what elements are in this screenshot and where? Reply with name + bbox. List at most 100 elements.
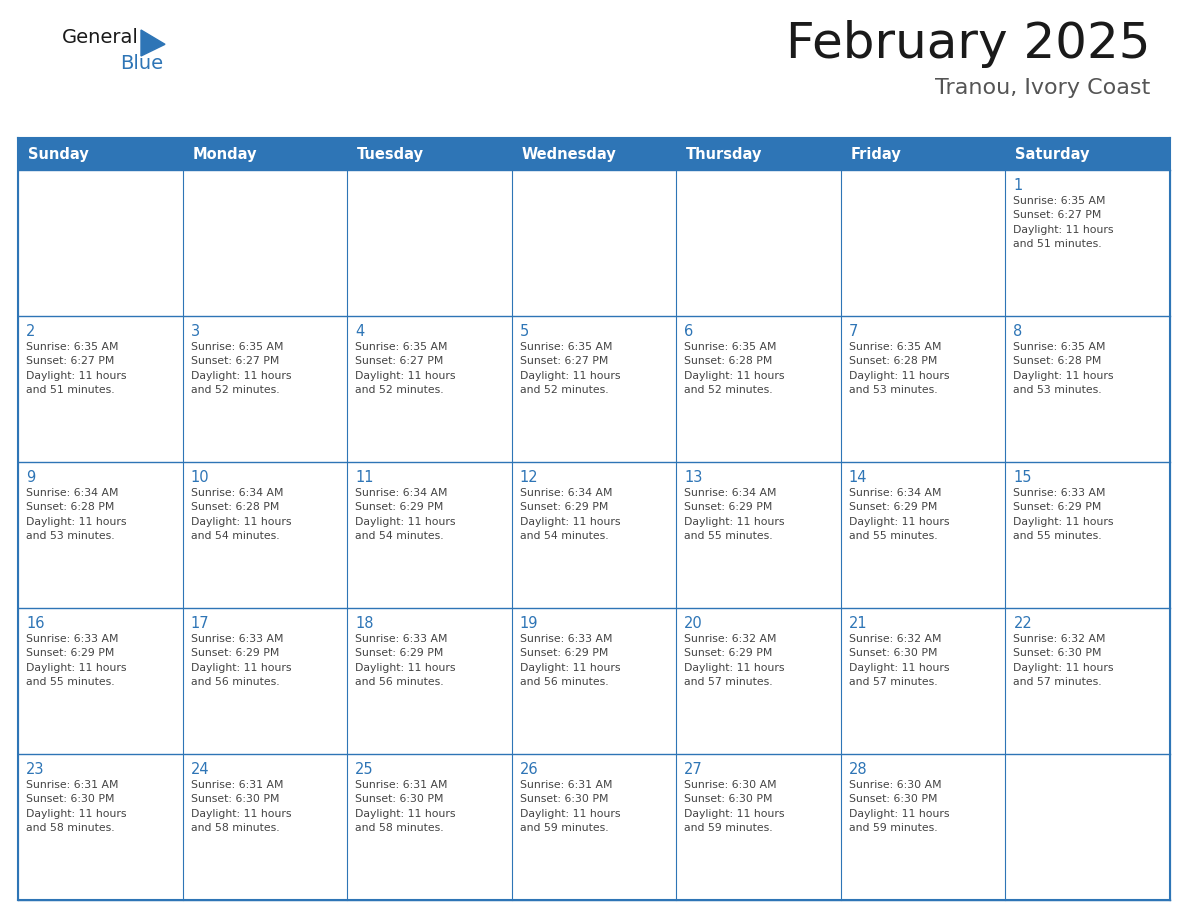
Text: 18: 18 bbox=[355, 616, 374, 631]
Text: Sunrise: 6:34 AM
Sunset: 6:29 PM
Daylight: 11 hours
and 54 minutes.: Sunrise: 6:34 AM Sunset: 6:29 PM Dayligh… bbox=[355, 488, 456, 542]
Text: Sunrise: 6:35 AM
Sunset: 6:28 PM
Daylight: 11 hours
and 52 minutes.: Sunrise: 6:35 AM Sunset: 6:28 PM Dayligh… bbox=[684, 342, 785, 396]
Text: Sunrise: 6:32 AM
Sunset: 6:30 PM
Daylight: 11 hours
and 57 minutes.: Sunrise: 6:32 AM Sunset: 6:30 PM Dayligh… bbox=[1013, 634, 1114, 688]
Bar bbox=[841, 170, 1005, 316]
Text: 23: 23 bbox=[26, 762, 44, 777]
Text: 8: 8 bbox=[1013, 324, 1023, 339]
Text: 10: 10 bbox=[190, 470, 209, 485]
Text: Sunrise: 6:31 AM
Sunset: 6:30 PM
Daylight: 11 hours
and 58 minutes.: Sunrise: 6:31 AM Sunset: 6:30 PM Dayligh… bbox=[355, 780, 456, 834]
Text: Sunrise: 6:35 AM
Sunset: 6:27 PM
Daylight: 11 hours
and 52 minutes.: Sunrise: 6:35 AM Sunset: 6:27 PM Dayligh… bbox=[190, 342, 291, 396]
Text: Sunrise: 6:30 AM
Sunset: 6:30 PM
Daylight: 11 hours
and 59 minutes.: Sunrise: 6:30 AM Sunset: 6:30 PM Dayligh… bbox=[684, 780, 785, 834]
Bar bbox=[676, 608, 841, 754]
Bar bbox=[18, 170, 183, 316]
Text: 19: 19 bbox=[519, 616, 538, 631]
Bar bbox=[512, 316, 676, 462]
Text: Sunrise: 6:33 AM
Sunset: 6:29 PM
Daylight: 11 hours
and 56 minutes.: Sunrise: 6:33 AM Sunset: 6:29 PM Dayligh… bbox=[190, 634, 291, 688]
Bar bbox=[347, 754, 512, 900]
Text: Monday: Monday bbox=[192, 147, 257, 162]
Bar bbox=[18, 316, 183, 462]
Bar bbox=[1005, 754, 1170, 900]
Text: Sunrise: 6:34 AM
Sunset: 6:29 PM
Daylight: 11 hours
and 55 minutes.: Sunrise: 6:34 AM Sunset: 6:29 PM Dayligh… bbox=[849, 488, 949, 542]
Bar bbox=[841, 316, 1005, 462]
Text: Sunrise: 6:33 AM
Sunset: 6:29 PM
Daylight: 11 hours
and 55 minutes.: Sunrise: 6:33 AM Sunset: 6:29 PM Dayligh… bbox=[26, 634, 126, 688]
Text: Sunrise: 6:34 AM
Sunset: 6:29 PM
Daylight: 11 hours
and 54 minutes.: Sunrise: 6:34 AM Sunset: 6:29 PM Dayligh… bbox=[519, 488, 620, 542]
Text: 26: 26 bbox=[519, 762, 538, 777]
Bar bbox=[676, 462, 841, 608]
Text: February 2025: February 2025 bbox=[785, 20, 1150, 68]
Bar bbox=[347, 316, 512, 462]
Bar bbox=[347, 608, 512, 754]
Text: 27: 27 bbox=[684, 762, 703, 777]
Bar bbox=[347, 462, 512, 608]
Bar bbox=[1005, 170, 1170, 316]
Text: Sunday: Sunday bbox=[29, 147, 89, 162]
Text: 25: 25 bbox=[355, 762, 374, 777]
Bar bbox=[841, 754, 1005, 900]
Text: 13: 13 bbox=[684, 470, 702, 485]
Text: Sunrise: 6:35 AM
Sunset: 6:27 PM
Daylight: 11 hours
and 51 minutes.: Sunrise: 6:35 AM Sunset: 6:27 PM Dayligh… bbox=[1013, 196, 1114, 249]
Text: Sunrise: 6:31 AM
Sunset: 6:30 PM
Daylight: 11 hours
and 59 minutes.: Sunrise: 6:31 AM Sunset: 6:30 PM Dayligh… bbox=[519, 780, 620, 834]
Bar bbox=[1005, 608, 1170, 754]
Bar bbox=[183, 462, 347, 608]
Bar bbox=[512, 170, 676, 316]
Bar bbox=[347, 138, 512, 170]
Bar bbox=[18, 754, 183, 900]
Text: Saturday: Saturday bbox=[1016, 147, 1089, 162]
Bar bbox=[676, 170, 841, 316]
Text: Sunrise: 6:35 AM
Sunset: 6:28 PM
Daylight: 11 hours
and 53 minutes.: Sunrise: 6:35 AM Sunset: 6:28 PM Dayligh… bbox=[849, 342, 949, 396]
Text: Sunrise: 6:35 AM
Sunset: 6:27 PM
Daylight: 11 hours
and 52 minutes.: Sunrise: 6:35 AM Sunset: 6:27 PM Dayligh… bbox=[355, 342, 456, 396]
Bar bbox=[18, 462, 183, 608]
Text: 24: 24 bbox=[190, 762, 209, 777]
Polygon shape bbox=[141, 30, 165, 56]
Text: 20: 20 bbox=[684, 616, 703, 631]
Text: Blue: Blue bbox=[120, 54, 163, 73]
Text: Friday: Friday bbox=[851, 147, 902, 162]
Text: Sunrise: 6:34 AM
Sunset: 6:29 PM
Daylight: 11 hours
and 55 minutes.: Sunrise: 6:34 AM Sunset: 6:29 PM Dayligh… bbox=[684, 488, 785, 542]
Bar bbox=[183, 316, 347, 462]
Bar bbox=[18, 608, 183, 754]
Text: 6: 6 bbox=[684, 324, 694, 339]
Text: 11: 11 bbox=[355, 470, 374, 485]
Text: 9: 9 bbox=[26, 470, 36, 485]
Bar bbox=[18, 138, 183, 170]
Text: Tranou, Ivory Coast: Tranou, Ivory Coast bbox=[935, 78, 1150, 98]
Bar bbox=[512, 608, 676, 754]
Text: Tuesday: Tuesday bbox=[358, 147, 424, 162]
Bar bbox=[1005, 316, 1170, 462]
Text: Wednesday: Wednesday bbox=[522, 147, 617, 162]
Text: Sunrise: 6:35 AM
Sunset: 6:28 PM
Daylight: 11 hours
and 53 minutes.: Sunrise: 6:35 AM Sunset: 6:28 PM Dayligh… bbox=[1013, 342, 1114, 396]
Text: Sunrise: 6:35 AM
Sunset: 6:27 PM
Daylight: 11 hours
and 52 minutes.: Sunrise: 6:35 AM Sunset: 6:27 PM Dayligh… bbox=[519, 342, 620, 396]
Text: Sunrise: 6:33 AM
Sunset: 6:29 PM
Daylight: 11 hours
and 56 minutes.: Sunrise: 6:33 AM Sunset: 6:29 PM Dayligh… bbox=[519, 634, 620, 688]
Bar bbox=[512, 754, 676, 900]
Bar bbox=[512, 138, 676, 170]
Text: Sunrise: 6:33 AM
Sunset: 6:29 PM
Daylight: 11 hours
and 56 minutes.: Sunrise: 6:33 AM Sunset: 6:29 PM Dayligh… bbox=[355, 634, 456, 688]
Bar bbox=[676, 138, 841, 170]
Text: Sunrise: 6:34 AM
Sunset: 6:28 PM
Daylight: 11 hours
and 53 minutes.: Sunrise: 6:34 AM Sunset: 6:28 PM Dayligh… bbox=[26, 488, 126, 542]
Text: 3: 3 bbox=[190, 324, 200, 339]
Bar bbox=[676, 754, 841, 900]
Text: 12: 12 bbox=[519, 470, 538, 485]
Bar bbox=[183, 170, 347, 316]
Text: Sunrise: 6:32 AM
Sunset: 6:30 PM
Daylight: 11 hours
and 57 minutes.: Sunrise: 6:32 AM Sunset: 6:30 PM Dayligh… bbox=[849, 634, 949, 688]
Bar bbox=[183, 754, 347, 900]
Bar bbox=[841, 608, 1005, 754]
Bar bbox=[183, 138, 347, 170]
Text: 22: 22 bbox=[1013, 616, 1032, 631]
Bar bbox=[841, 138, 1005, 170]
Text: Sunrise: 6:31 AM
Sunset: 6:30 PM
Daylight: 11 hours
and 58 minutes.: Sunrise: 6:31 AM Sunset: 6:30 PM Dayligh… bbox=[26, 780, 126, 834]
Text: Sunrise: 6:34 AM
Sunset: 6:28 PM
Daylight: 11 hours
and 54 minutes.: Sunrise: 6:34 AM Sunset: 6:28 PM Dayligh… bbox=[190, 488, 291, 542]
Text: 4: 4 bbox=[355, 324, 365, 339]
Bar bbox=[841, 462, 1005, 608]
Text: 2: 2 bbox=[26, 324, 36, 339]
Text: 17: 17 bbox=[190, 616, 209, 631]
Bar bbox=[512, 462, 676, 608]
Text: Sunrise: 6:30 AM
Sunset: 6:30 PM
Daylight: 11 hours
and 59 minutes.: Sunrise: 6:30 AM Sunset: 6:30 PM Dayligh… bbox=[849, 780, 949, 834]
Text: Sunrise: 6:32 AM
Sunset: 6:29 PM
Daylight: 11 hours
and 57 minutes.: Sunrise: 6:32 AM Sunset: 6:29 PM Dayligh… bbox=[684, 634, 785, 688]
Text: 14: 14 bbox=[849, 470, 867, 485]
Bar bbox=[347, 170, 512, 316]
Bar bbox=[1005, 462, 1170, 608]
Bar bbox=[183, 608, 347, 754]
Text: 5: 5 bbox=[519, 324, 529, 339]
Text: 21: 21 bbox=[849, 616, 867, 631]
Text: Sunrise: 6:31 AM
Sunset: 6:30 PM
Daylight: 11 hours
and 58 minutes.: Sunrise: 6:31 AM Sunset: 6:30 PM Dayligh… bbox=[190, 780, 291, 834]
Text: Sunrise: 6:33 AM
Sunset: 6:29 PM
Daylight: 11 hours
and 55 minutes.: Sunrise: 6:33 AM Sunset: 6:29 PM Dayligh… bbox=[1013, 488, 1114, 542]
